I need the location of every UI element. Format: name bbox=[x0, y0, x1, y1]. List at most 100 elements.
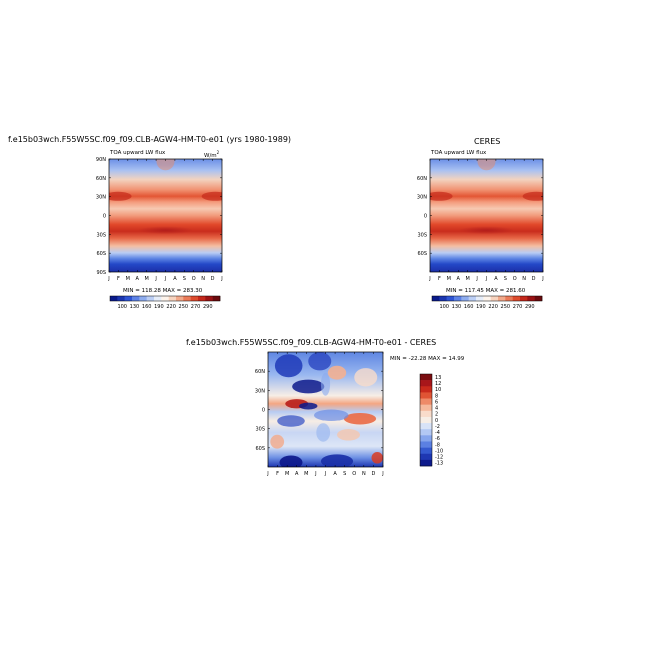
colorbar-swatch bbox=[420, 416, 432, 424]
x-tick-label: J bbox=[381, 471, 383, 477]
colorbar-frame bbox=[419, 373, 433, 467]
colorbar-label: 0 bbox=[435, 418, 438, 424]
colorbar-swatch bbox=[190, 296, 199, 301]
x-tick-label: S bbox=[183, 276, 186, 282]
colorbar-swatch bbox=[212, 296, 221, 301]
diff-anomaly-4 bbox=[354, 368, 378, 387]
colorbar-swatch bbox=[183, 296, 191, 301]
colorbar-label: 6 bbox=[435, 399, 438, 405]
nh-summer-warm bbox=[133, 159, 198, 197]
x-tick-label: A bbox=[333, 471, 337, 477]
diff-anomaly-0 bbox=[274, 354, 303, 378]
colorbar-swatch bbox=[420, 374, 432, 381]
nh-summer-warm bbox=[454, 159, 519, 197]
x-tick-label: A bbox=[173, 276, 177, 282]
x-tick-label: O bbox=[513, 276, 517, 282]
sh-winter-cold bbox=[449, 253, 529, 272]
x-tick-label: J bbox=[164, 276, 166, 282]
x-tick-label: O bbox=[192, 276, 196, 282]
diff-anomaly-9 bbox=[277, 415, 305, 427]
model-minmax: MIN = 118.28 MAX = 283.30 bbox=[123, 288, 203, 294]
colorbar-swatch bbox=[527, 296, 535, 301]
y-tick-label: 90S bbox=[96, 270, 106, 276]
model-panel-units: W/m2 bbox=[204, 150, 219, 159]
units-text: W/m bbox=[204, 152, 217, 159]
y-tick-label: 30N bbox=[96, 195, 106, 201]
diff-anomaly-11 bbox=[337, 429, 360, 441]
sh-winter-cold bbox=[128, 253, 208, 272]
colorbar-label: 190 bbox=[154, 304, 164, 310]
diff-anomaly-16 bbox=[320, 372, 331, 396]
y-tick-label: 0 bbox=[424, 214, 427, 220]
colorbar-swatch bbox=[205, 296, 213, 301]
colorbar-swatch bbox=[439, 296, 447, 301]
diff-anomaly-12 bbox=[279, 455, 303, 467]
y-tick-label: 90N bbox=[96, 157, 106, 163]
diff-minmax: MIN = -22.28 MAX = 14.99 bbox=[390, 356, 465, 362]
colorbar-frame bbox=[431, 295, 543, 302]
colorbar-swatch bbox=[168, 296, 177, 301]
sh-subtropic-max bbox=[125, 223, 206, 235]
model-panel-subtitle: TOA upward LW flux bbox=[110, 150, 166, 156]
colorbar-label: 290 bbox=[525, 304, 535, 310]
colorbar-swatch bbox=[476, 296, 484, 301]
colorbar-label: -2 bbox=[435, 424, 440, 430]
x-tick-label: J bbox=[266, 471, 268, 477]
diff-anomaly-1 bbox=[308, 352, 332, 371]
x-tick-label: F bbox=[117, 276, 120, 282]
nh-subtropic-max-left bbox=[430, 191, 453, 201]
colorbar-label: 270 bbox=[191, 304, 201, 310]
colorbar-label: -6 bbox=[435, 436, 440, 442]
field-heatmap-0 bbox=[108, 158, 223, 273]
colorbar-label: 100 bbox=[439, 304, 449, 310]
colorbar-frame bbox=[109, 295, 221, 302]
colorbar-swatch bbox=[154, 296, 162, 301]
colorbar-label: -13 bbox=[435, 461, 443, 467]
diff-anomaly-13 bbox=[320, 454, 354, 467]
sh-subtropic-max bbox=[446, 223, 527, 235]
diff-anomaly-3 bbox=[327, 365, 347, 380]
y-tick-label: 0 bbox=[103, 214, 106, 220]
x-tick-label: J bbox=[324, 471, 326, 477]
colorbar-label: 220 bbox=[488, 304, 498, 310]
colorbar-label: -4 bbox=[435, 430, 440, 436]
colorbar-label: 10 bbox=[435, 387, 441, 393]
colorbar-swatch bbox=[420, 380, 432, 387]
colorbar-label: 160 bbox=[464, 304, 474, 310]
nh-subtropic-max-right bbox=[522, 191, 543, 201]
x-tick-label: J bbox=[107, 276, 109, 282]
colorbar-swatch bbox=[161, 296, 169, 301]
colorbar-label: 160 bbox=[142, 304, 152, 310]
colorbar-swatch bbox=[534, 296, 543, 301]
colorbar-swatch bbox=[446, 296, 455, 301]
colorbar-label: -10 bbox=[435, 448, 443, 454]
diff-anomaly-6 bbox=[299, 402, 318, 410]
x-tick-label: J bbox=[220, 276, 222, 282]
colorbar-swatch bbox=[132, 296, 140, 301]
y-tick-label: 30N bbox=[417, 195, 427, 201]
y-tick-label: 60N bbox=[96, 176, 106, 182]
colorbar-label: -12 bbox=[435, 455, 443, 461]
colorbar-1: 100 130 160 190 220 250 270 290 bbox=[431, 295, 543, 310]
x-tick-label: M bbox=[126, 276, 130, 282]
colorbar-swatch bbox=[420, 441, 432, 448]
colorbar-swatch bbox=[512, 296, 521, 301]
colorbar-swatch bbox=[432, 296, 440, 301]
x-tick-label: J bbox=[475, 276, 477, 282]
y-tick-label: 60S bbox=[96, 251, 106, 257]
colorbar-swatch bbox=[420, 386, 432, 393]
y-tick-label: 60S bbox=[417, 251, 427, 257]
x-tick-label: J bbox=[428, 276, 430, 282]
field-heatmap-1 bbox=[429, 158, 544, 273]
diff-anomaly-15 bbox=[316, 423, 331, 442]
colorbar-swatch bbox=[420, 423, 432, 430]
colorbar-swatch bbox=[483, 296, 491, 301]
colorbar-label: 13 bbox=[435, 375, 441, 381]
colorbar-swatch bbox=[420, 404, 432, 412]
colorbar-label: 130 bbox=[452, 304, 462, 310]
x-tick-label: D bbox=[532, 276, 536, 282]
diff-panel-title: f.e15b03wch.F55W5SC.f09_f09.CLB-AGW4-HM-… bbox=[186, 338, 437, 347]
x-tick-label: J bbox=[485, 276, 487, 282]
